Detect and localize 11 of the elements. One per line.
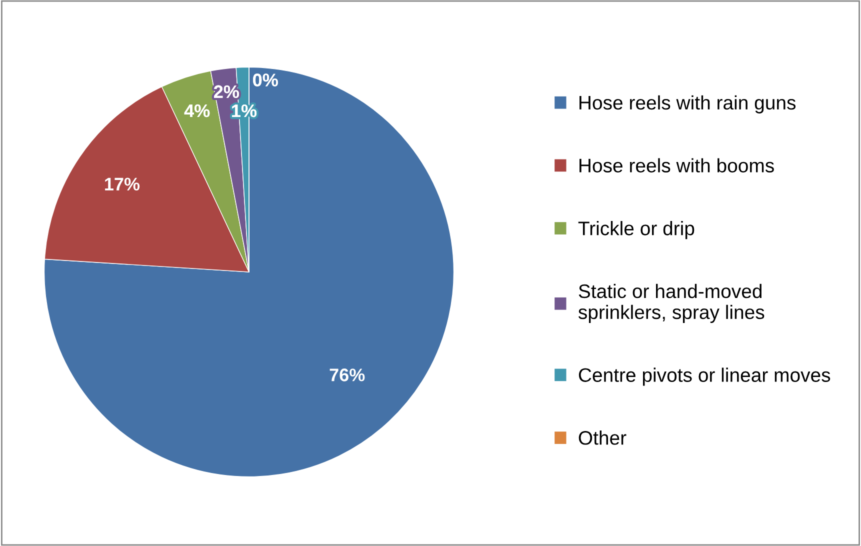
data-label: 4% — [184, 104, 210, 118]
data-label: 17% — [105, 178, 140, 190]
legend-label: Other — [578, 430, 626, 445]
data-label: 76% — [330, 368, 365, 382]
text: 0% — [253, 74, 278, 86]
legend-label: Static or hand-moved sprinklers, spray lines — [578, 284, 764, 323]
pie-slice — [44, 66, 454, 478]
legend-label: Hose reels with rain guns — [580, 95, 796, 114]
legend-label: Centre pivots or linear moves — [578, 368, 830, 386]
legend-label: Trickle or drip — [578, 221, 694, 240]
legend-label: Hose reels with booms — [580, 158, 774, 172]
